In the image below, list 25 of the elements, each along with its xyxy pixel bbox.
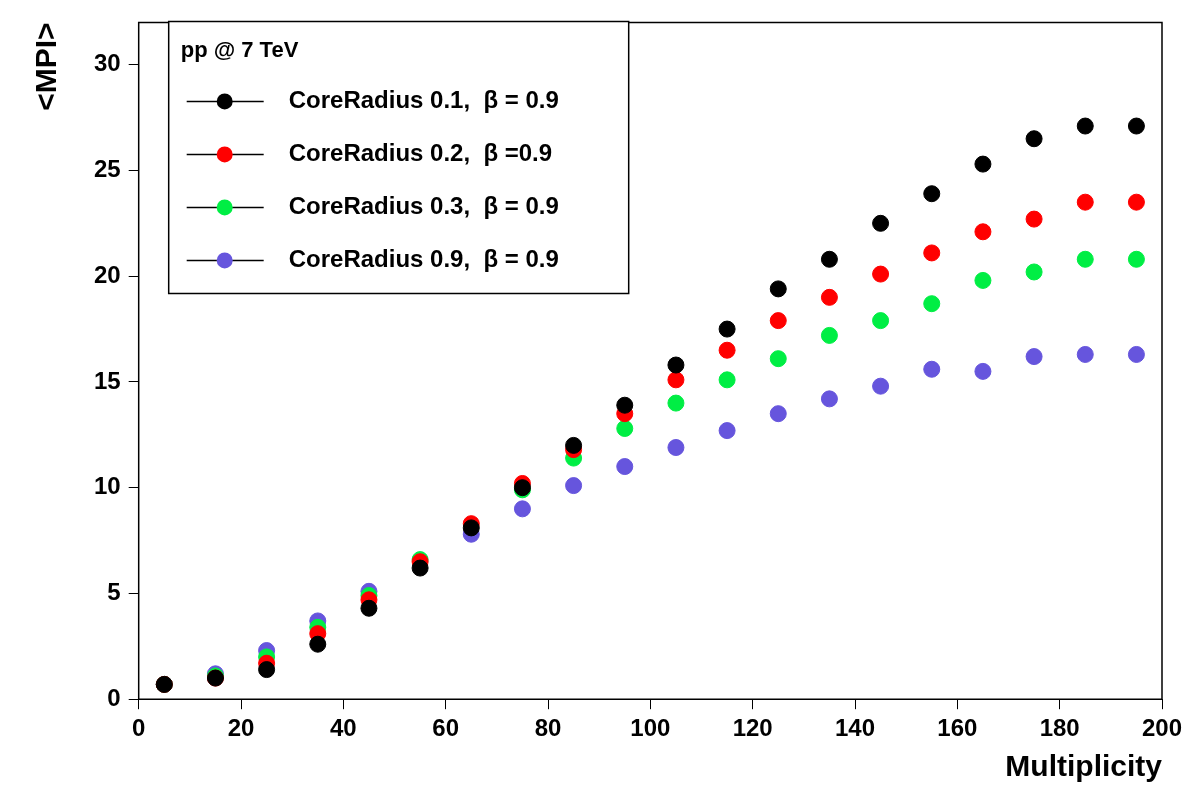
y-tick-label: 20 [93, 260, 121, 288]
y-tick-label: 30 [93, 49, 121, 77]
x-tick-label: 160 [937, 714, 978, 742]
x-axis-title: Multiplicity [1005, 749, 1163, 783]
x-tick-label: 180 [1039, 714, 1080, 742]
legend-label: CoreRadius 0.9, β = 0.9 [288, 245, 559, 273]
legend-label: CoreRadius 0.3, β = 0.9 [288, 192, 559, 220]
x-tick-label: 100 [630, 714, 671, 742]
x-tick-label: 60 [432, 714, 460, 742]
x-tick-label: 200 [1141, 714, 1183, 742]
x-tick-label: 80 [534, 714, 562, 742]
x-tick-label: 0 [132, 714, 146, 742]
legend-label: CoreRadius 0.2, β =0.9 [288, 139, 553, 167]
x-tick-label: 120 [732, 714, 773, 742]
y-axis-title: <MPI> [29, 22, 63, 111]
y-tick-label: 10 [93, 472, 121, 500]
legend-label: CoreRadius 0.1, β = 0.9 [288, 86, 559, 114]
x-tick-label: 140 [834, 714, 876, 742]
y-tick-label: 25 [93, 155, 121, 183]
legend-title: pp @ 7 TeV [180, 37, 299, 63]
y-tick-label: 5 [107, 578, 121, 606]
x-tick-label: 40 [330, 714, 357, 742]
y-tick-label: 15 [93, 366, 121, 394]
y-tick-label: 0 [107, 683, 121, 711]
x-tick-label: 20 [227, 714, 255, 742]
